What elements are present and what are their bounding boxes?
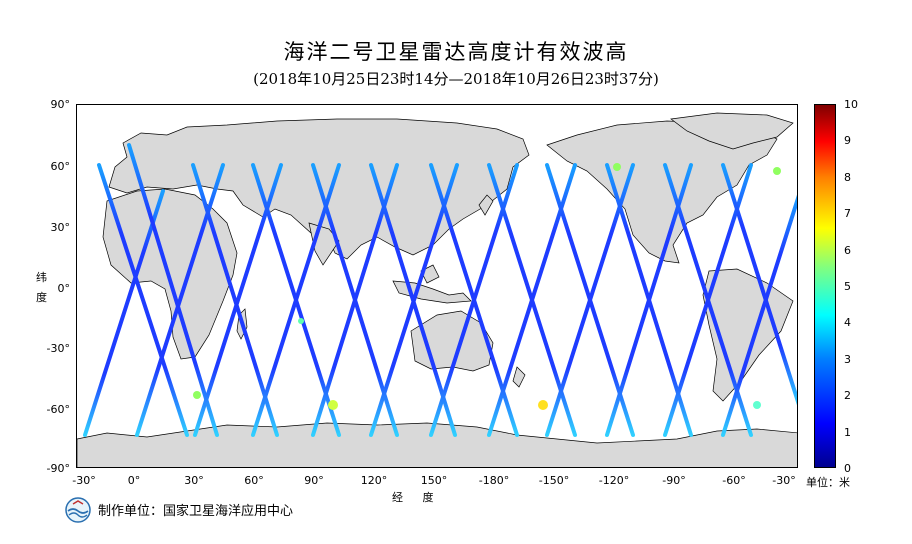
wave-hotspots bbox=[193, 163, 781, 410]
lat-tick: 0° bbox=[57, 282, 71, 295]
colorbar-tick: 1 bbox=[844, 426, 851, 439]
colorbar-tick: 9 bbox=[844, 134, 851, 147]
lon-tick: -30° bbox=[772, 474, 796, 487]
track-pass bbox=[721, 194, 797, 437]
colorbar-tick: 4 bbox=[844, 316, 851, 329]
colorbar-tick: 0 bbox=[844, 462, 851, 475]
hotspot bbox=[298, 318, 304, 324]
track-pass bbox=[545, 163, 635, 437]
track-pass bbox=[721, 163, 797, 406]
lon-tick: 30° bbox=[184, 474, 204, 487]
map-title: 海洋二号卫星雷达高度计有效波高 bbox=[283, 40, 629, 64]
colorbar-tick: 8 bbox=[844, 171, 851, 184]
unit-label: 单位：米 bbox=[806, 476, 850, 489]
lon-tick: -150° bbox=[538, 474, 570, 487]
track-pass bbox=[83, 189, 165, 437]
hotspot bbox=[753, 401, 761, 409]
new-zealand bbox=[512, 366, 526, 388]
lon-tick: -30° bbox=[72, 474, 96, 487]
hotspot bbox=[193, 391, 201, 399]
track-pass bbox=[251, 163, 341, 437]
map-svg bbox=[77, 112, 797, 467]
lat-tick: -30° bbox=[46, 342, 70, 355]
indonesia bbox=[392, 280, 472, 304]
south-america bbox=[702, 268, 794, 402]
hotspot bbox=[538, 400, 548, 410]
lon-tick: 60° bbox=[244, 474, 264, 487]
colorbar-tick: 7 bbox=[844, 207, 851, 220]
japan bbox=[478, 194, 494, 216]
greenland bbox=[670, 112, 794, 150]
lon-tick: 150° bbox=[420, 474, 448, 487]
colorbar bbox=[814, 104, 836, 468]
lon-tick: -120° bbox=[598, 474, 630, 487]
satellite-tracks bbox=[83, 125, 797, 437]
lon-tick: -90° bbox=[662, 474, 686, 487]
lat-tick: 60° bbox=[50, 160, 71, 173]
hotspot bbox=[328, 400, 338, 410]
lat-tick: -60° bbox=[46, 403, 70, 416]
hotspot bbox=[613, 163, 621, 171]
lon-tick: -180° bbox=[478, 474, 510, 487]
track-pass bbox=[605, 163, 693, 437]
map-subtitle: (2018年10月25日23时14分—2018年10月26日23时37分) bbox=[253, 70, 659, 88]
colorbar-tick: 10 bbox=[844, 98, 858, 111]
track-pass bbox=[97, 163, 189, 437]
longitude-label: 经 度 bbox=[392, 491, 442, 504]
lon-tick: 0° bbox=[127, 474, 141, 487]
hotspot bbox=[773, 167, 781, 175]
track-pass bbox=[191, 163, 279, 437]
colorbar-tick: 3 bbox=[844, 353, 851, 366]
producer-label: 制作单位：国家卫星海洋应用中心 bbox=[98, 504, 294, 519]
soa-globe-logo-icon bbox=[65, 497, 91, 523]
lat-tick: 30° bbox=[50, 221, 71, 234]
latitude-label: 纬度 bbox=[36, 271, 47, 304]
lon-tick: -60° bbox=[722, 474, 746, 487]
colorbar-tick: 6 bbox=[844, 244, 851, 257]
track-pass bbox=[127, 143, 219, 437]
lat-tick: 90° bbox=[50, 98, 71, 111]
colorbar-tick: 5 bbox=[844, 280, 851, 293]
map-area bbox=[76, 104, 798, 468]
lon-tick: 120° bbox=[360, 474, 388, 487]
lon-tick: 90° bbox=[304, 474, 324, 487]
track-pass bbox=[369, 163, 459, 437]
lat-tick: -90° bbox=[46, 462, 70, 475]
colorbar-tick: 2 bbox=[844, 389, 851, 402]
